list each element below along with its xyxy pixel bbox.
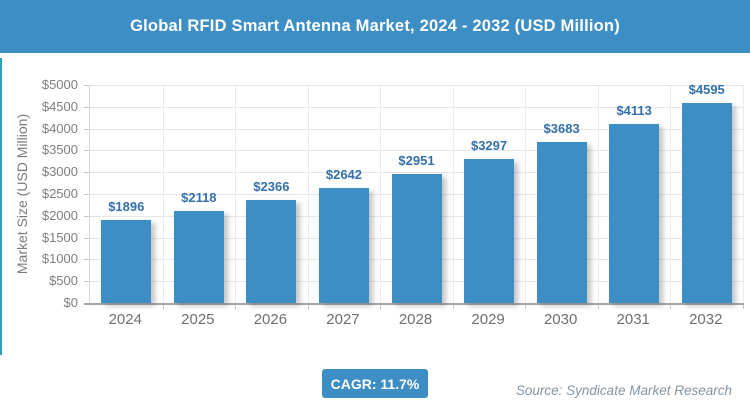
y-tick	[84, 172, 89, 174]
y-tick-label: $4000	[41, 120, 78, 136]
x-category-label: 2024	[108, 311, 142, 328]
bar-2029	[464, 159, 515, 303]
x-category-label: 2030	[543, 311, 578, 328]
x-axis-labels: 2024 2025 2026 2027 2028 2029 2030 2031 2032	[89, 311, 742, 331]
y-tick-label: $2000	[41, 207, 78, 223]
source-text: Source: Syndicate Market Research	[515, 383, 732, 398]
bar-value-label: $4113	[616, 102, 652, 118]
bar-2032	[681, 102, 732, 303]
y-tick	[84, 128, 89, 130]
x-category-label: 2027	[326, 311, 360, 328]
x-category-label: 2031	[616, 311, 650, 328]
v-gridline	[597, 85, 599, 303]
v-gridline	[670, 85, 672, 303]
y-tick-label: $2500	[41, 186, 78, 201]
plot-area: $1896 $2118 $2366 $2642 $2951 $3297 $3683 $4113…	[84, 82, 744, 309]
bar-2028	[391, 174, 442, 303]
x-tick	[235, 305, 237, 309]
x-axis-baseline	[84, 303, 744, 305]
title-bar: Global RFID Smart Antenna Market, 2024 -…	[0, 0, 750, 53]
bar-value-label: $1896	[108, 199, 145, 215]
h-gridline	[90, 106, 743, 108]
bar-value-label: $3297	[470, 138, 508, 154]
x-category-label: 2025	[181, 311, 215, 328]
y-tick-label: $0	[63, 295, 78, 310]
y-tick-label: $3500	[41, 142, 78, 158]
y-tick	[84, 237, 89, 239]
x-category-label: 2026	[253, 311, 288, 328]
x-category-label: 2028	[398, 311, 433, 328]
y-tick	[84, 194, 89, 195]
h-gridline	[90, 150, 743, 152]
y-axis: $0 $500 $1000 $1500 $2000 $2500 $3000 $3500 $400…	[30, 78, 89, 310]
x-tick	[452, 305, 454, 309]
cagr-badge: CAGR: 11.7%	[322, 369, 428, 398]
y-tick-label: $1500	[41, 229, 78, 245]
y-tick-label: $5000	[41, 77, 78, 92]
bar-2027	[318, 187, 369, 303]
bar-2031	[609, 123, 660, 303]
v-gridline	[162, 85, 164, 303]
bar-value-label: $2642	[325, 166, 363, 182]
y-tick	[84, 150, 89, 152]
y-tick	[84, 215, 89, 217]
cagr-label: CAGR: 11.7%	[330, 375, 420, 392]
bar-value-label: $2118	[181, 189, 217, 205]
x-tick	[743, 305, 744, 309]
x-category-label: 2032	[689, 311, 723, 328]
bar-2026	[246, 199, 297, 303]
x-tick	[525, 305, 527, 309]
y-tick	[84, 259, 89, 261]
bar-value-label: $2951	[398, 153, 435, 169]
y-tick	[84, 85, 89, 86]
bar-2025	[173, 210, 224, 303]
v-gridline	[743, 85, 744, 303]
left-accent-stripe	[0, 58, 2, 355]
x-tick	[670, 305, 672, 309]
y-tick	[84, 281, 89, 283]
bar-2024	[101, 220, 152, 303]
v-gridline	[380, 85, 382, 303]
bar-2030	[536, 142, 587, 303]
bar-value-label: $2366	[253, 178, 290, 194]
x-tick	[307, 305, 309, 309]
x-category-label: 2029	[471, 311, 505, 328]
x-tick	[162, 305, 164, 309]
y-tick-label: $4500	[41, 98, 78, 114]
y-tick-label: $3000	[41, 164, 78, 180]
x-tick	[380, 305, 382, 309]
bar-value-label: $4595	[688, 81, 725, 97]
y-tick-label: $500	[49, 273, 78, 289]
chart-title: Global RFID Smart Antenna Market, 2024 -…	[130, 17, 620, 35]
v-gridline	[307, 85, 309, 303]
h-gridline	[90, 172, 743, 174]
bar-value-label: $3683	[543, 121, 580, 137]
y-tick-label: $1000	[41, 251, 78, 267]
h-gridline	[90, 128, 743, 130]
x-tick	[597, 305, 599, 309]
y-tick	[84, 106, 89, 108]
v-gridline	[235, 85, 237, 303]
h-gridline	[90, 85, 743, 86]
v-gridline	[452, 85, 454, 303]
v-gridline	[525, 85, 527, 303]
